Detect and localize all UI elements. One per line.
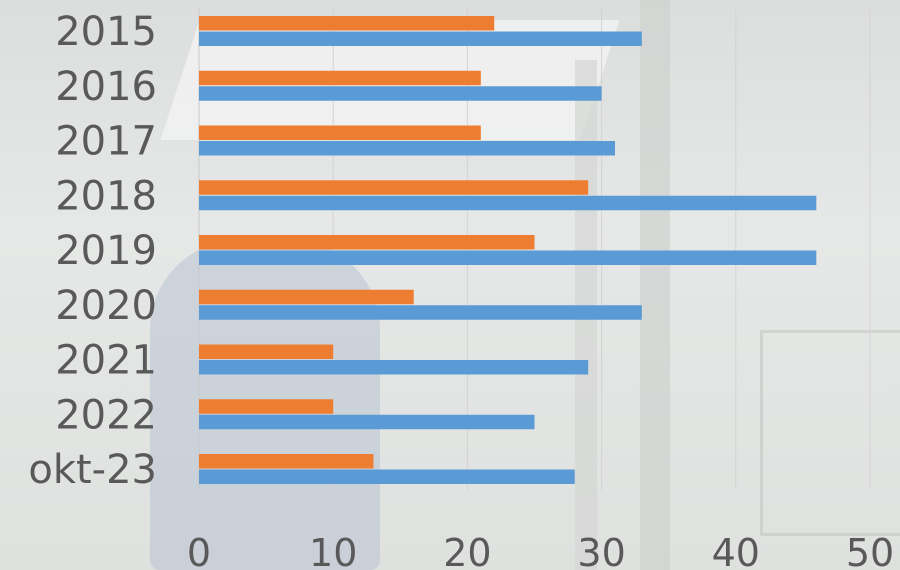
bar-series-1-2018 (199, 180, 589, 195)
bar-series-1-2022 (199, 399, 334, 414)
y-tick-label: 2018 (55, 173, 157, 219)
bar-series-2-2021 (199, 360, 589, 375)
bar-series-1-2017 (199, 125, 481, 140)
bar-series-2-2019 (199, 250, 817, 265)
x-tick-label: 40 (712, 531, 760, 570)
bar-series-1-2021 (199, 344, 334, 359)
bar-series-1-okt-23 (199, 454, 374, 469)
x-tick-label: 0 (187, 531, 211, 570)
y-tick-label: 2020 (55, 283, 157, 329)
bar-series-2-okt-23 (199, 469, 575, 484)
bar-series-1-2020 (199, 289, 414, 305)
y-tick-label: 2015 (55, 9, 157, 55)
x-tick-label: 10 (309, 531, 357, 570)
bar-series-2-2020 (199, 305, 642, 320)
y-tick-label: 2019 (55, 228, 157, 274)
bar-series-2-2017 (199, 141, 616, 156)
x-tick-label: 50 (846, 531, 894, 570)
bar-series-2-2016 (199, 86, 602, 101)
y-tick-label: 2017 (55, 119, 157, 165)
bar-series-1-2016 (199, 70, 481, 86)
bar-series-1-2015 (199, 16, 495, 31)
y-tick-label: okt-23 (28, 447, 157, 493)
y-tick-label: 2021 (55, 338, 157, 384)
bar-series-2-2015 (199, 31, 642, 46)
background-post (640, 0, 670, 570)
y-tick-label: 2022 (55, 392, 157, 438)
bar-series-2-2022 (199, 414, 535, 430)
background-cart (760, 330, 900, 536)
bar-series-1-2019 (199, 235, 535, 250)
bar-series-2-2018 (199, 195, 817, 211)
y-tick-label: 2016 (55, 64, 157, 110)
x-tick-label: 30 (577, 531, 625, 570)
x-tick-label: 20 (443, 531, 491, 570)
